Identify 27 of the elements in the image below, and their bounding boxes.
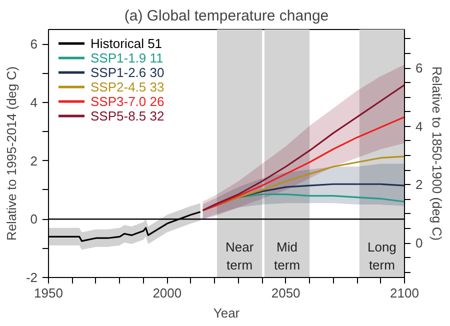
legend-label: SSP3-7.0 26 (90, 94, 164, 109)
line-series (202, 84, 404, 212)
band-label: Mid term (274, 240, 300, 272)
x-axis-title: Year (213, 306, 240, 320)
y-tick-label: 0 (30, 212, 38, 227)
x-tick-label: 2000 (152, 286, 182, 300)
legend-label: SSP1-2.6 30 (90, 65, 164, 80)
x-tick-label: 1950 (34, 286, 63, 300)
legend-label: Historical 51 (90, 36, 162, 51)
y-tick-label: 6 (30, 36, 38, 52)
band-label: Long term (367, 240, 396, 272)
y2-tick-label: 0 (416, 236, 423, 251)
band-label: Near term (225, 240, 254, 272)
chart-title: (a) Global temperature change (124, 8, 329, 24)
y-tick-label: 4 (30, 94, 38, 110)
y-axis-title: Relative to 1995-2014 (deg C) (4, 66, 19, 241)
y2-axis-title: Relative to 1850-1900 (deg C) (430, 66, 445, 241)
legend-label: SSP1-1.9 11 (90, 50, 164, 66)
y-tick-label: 2 (30, 153, 38, 168)
legend-label: SSP5-8.5 32 (90, 108, 164, 124)
y-tick-label: -2 (26, 270, 38, 285)
y2-tick-label: 6 (416, 60, 423, 76)
x-tick-label: 2050 (271, 286, 300, 300)
y2-tick-label: 4 (416, 118, 423, 134)
legend-label: SSP2-4.5 33 (90, 80, 164, 94)
y2-tick-label: 2 (416, 177, 423, 192)
x-tick-label: 2100 (390, 286, 419, 300)
